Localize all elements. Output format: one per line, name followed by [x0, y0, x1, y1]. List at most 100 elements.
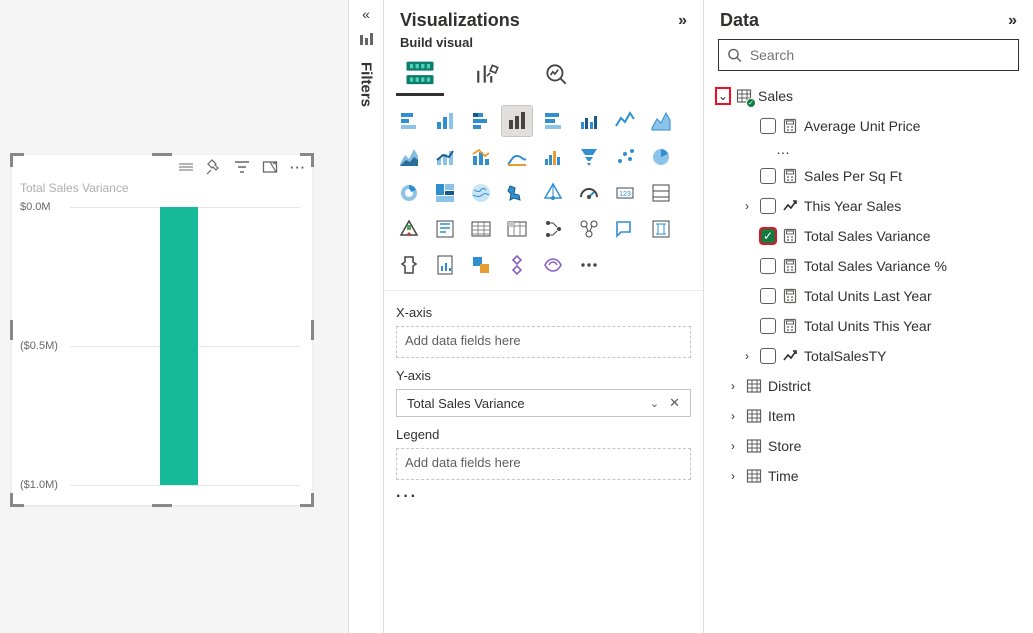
expand-toggle-icon[interactable]: ›	[726, 379, 740, 393]
visual-title: Total Sales Variance	[20, 181, 129, 195]
visualization-type-item[interactable]: 123	[610, 178, 640, 208]
visualization-type-item[interactable]	[538, 106, 568, 136]
visualization-type-item[interactable]	[646, 178, 676, 208]
field-checkbox[interactable]	[760, 258, 776, 274]
well-xaxis[interactable]: Add data fields here	[396, 326, 691, 358]
visualization-type-item[interactable]	[538, 178, 568, 208]
collapse-visualizations-icon[interactable]: »	[678, 12, 687, 30]
visualization-type-item[interactable]	[466, 250, 496, 280]
expand-toggle-icon[interactable]: ›	[726, 469, 740, 483]
visualization-type-item[interactable]	[610, 214, 640, 244]
expand-toggle-icon[interactable]: ⌄	[716, 88, 730, 104]
resize-handle-br[interactable]	[296, 489, 314, 507]
resize-handle-bl[interactable]	[10, 489, 28, 507]
table-node[interactable]: ›Item	[712, 401, 1025, 431]
visualization-type-item[interactable]	[574, 250, 604, 280]
visualization-type-item[interactable]	[574, 214, 604, 244]
visualization-type-item[interactable]	[394, 178, 424, 208]
focus-mode-icon[interactable]	[262, 159, 278, 175]
report-canvas[interactable]: ··· Total Sales Variance $0.0M ($0.5M) (…	[0, 0, 348, 633]
field-checkbox[interactable]	[760, 168, 776, 184]
expand-toggle-icon[interactable]: ›	[726, 409, 740, 423]
visualization-type-item[interactable]	[394, 214, 424, 244]
tab-analytics[interactable]	[536, 56, 576, 92]
field-row[interactable]: ·Sales Per Sq Ft	[712, 161, 1025, 191]
field-row[interactable]: ›TotalSalesTY	[712, 341, 1025, 371]
visualization-type-item[interactable]	[538, 142, 568, 172]
visualization-type-item[interactable]	[430, 142, 460, 172]
field-row[interactable]: ·Total Sales Variance	[712, 221, 1025, 251]
tab-format-visual[interactable]	[468, 56, 508, 92]
field-checkbox[interactable]	[760, 118, 776, 134]
visualization-type-item[interactable]	[502, 178, 532, 208]
well-legend[interactable]: Add data fields here	[396, 448, 691, 480]
remove-field-icon[interactable]: ✕	[665, 395, 684, 411]
more-wells-icon[interactable]: ···	[396, 488, 691, 506]
expand-toggle-icon[interactable]: ›	[726, 439, 740, 453]
visualizations-title: Visualizations	[400, 10, 520, 31]
search-box[interactable]	[718, 39, 1019, 71]
visualization-type-item[interactable]	[574, 142, 604, 172]
visualization-type-item[interactable]	[394, 106, 424, 136]
field-checkbox[interactable]	[760, 318, 776, 334]
visualization-type-item[interactable]	[430, 214, 460, 244]
collapse-data-icon[interactable]: »	[1008, 12, 1017, 30]
resize-handle-b[interactable]	[152, 504, 172, 507]
resize-handle-tl[interactable]	[10, 153, 28, 171]
search-input[interactable]	[748, 46, 1010, 64]
visualization-type-item[interactable]	[430, 178, 460, 208]
visualization-type-item[interactable]	[646, 214, 676, 244]
field-checkbox[interactable]	[760, 288, 776, 304]
field-row[interactable]: ·Total Units Last Year	[712, 281, 1025, 311]
field-checkbox[interactable]	[760, 228, 776, 244]
visualization-type-item[interactable]	[610, 106, 640, 136]
visualization-type-item[interactable]	[394, 142, 424, 172]
visualization-type-item[interactable]	[646, 106, 676, 136]
visualization-type-item[interactable]	[466, 214, 496, 244]
well-field-label: Total Sales Variance	[407, 396, 525, 411]
field-menu-icon[interactable]: ⌄	[644, 397, 665, 410]
field-row[interactable]: ·Total Sales Variance %	[712, 251, 1025, 281]
table-node[interactable]: ›Store	[712, 431, 1025, 461]
visualization-type-item[interactable]	[502, 106, 532, 136]
visualization-type-item[interactable]	[502, 214, 532, 244]
table-node-sales[interactable]: ⌄Sales	[712, 81, 1025, 111]
more-options-icon[interactable]: ···	[290, 159, 306, 175]
field-checkbox[interactable]	[760, 198, 776, 214]
visualization-type-item[interactable]	[430, 106, 460, 136]
pin-icon[interactable]	[206, 159, 222, 175]
visualization-type-item[interactable]	[430, 250, 460, 280]
field-checkbox[interactable]	[760, 348, 776, 364]
tab-build-visual[interactable]	[400, 56, 440, 92]
visualization-type-item[interactable]	[466, 106, 496, 136]
expand-toggle-icon[interactable]: ›	[740, 349, 754, 363]
visualization-type-item[interactable]	[574, 178, 604, 208]
chart-bar[interactable]	[160, 207, 198, 485]
visualization-type-item[interactable]	[466, 142, 496, 172]
visualization-type-item[interactable]	[394, 250, 424, 280]
expand-filters-icon[interactable]: «	[362, 6, 370, 22]
field-row[interactable]: ·Average Unit Price	[712, 111, 1025, 141]
field-row[interactable]: ·Total Units This Year	[712, 311, 1025, 341]
filters-icon[interactable]	[358, 32, 374, 48]
visualization-type-item[interactable]	[610, 142, 640, 172]
visualization-type-item[interactable]	[538, 250, 568, 280]
visual-tile[interactable]: ··· Total Sales Variance $0.0M ($0.5M) (…	[12, 155, 312, 505]
visualization-type-item[interactable]	[538, 214, 568, 244]
table-node[interactable]: ›District	[712, 371, 1025, 401]
field-row[interactable]: ›This Year Sales	[712, 191, 1025, 221]
visualization-type-item[interactable]	[502, 142, 532, 172]
filter-icon[interactable]	[234, 159, 250, 175]
resize-handle-r[interactable]	[311, 320, 314, 340]
visualization-type-item[interactable]	[574, 106, 604, 136]
table-icon	[746, 408, 762, 424]
resize-handle-t[interactable]	[152, 153, 172, 156]
drag-handle-icon[interactable]	[178, 159, 194, 175]
expand-toggle-icon[interactable]: ›	[740, 199, 754, 213]
well-yaxis-field[interactable]: Total Sales Variance ⌄ ✕	[396, 389, 691, 417]
visualization-type-item[interactable]	[646, 142, 676, 172]
resize-handle-l[interactable]	[10, 320, 13, 340]
table-node[interactable]: ›Time	[712, 461, 1025, 491]
visualization-type-item[interactable]	[466, 178, 496, 208]
visualization-type-item[interactable]	[502, 250, 532, 280]
